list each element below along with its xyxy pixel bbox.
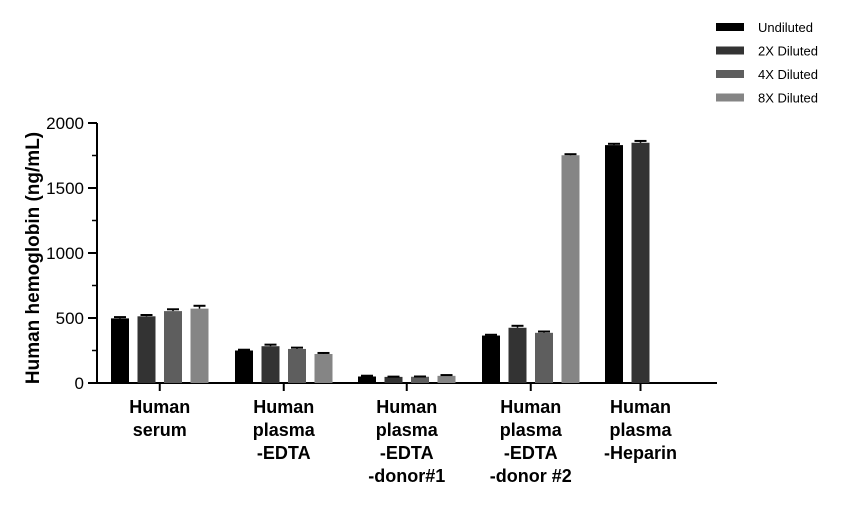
legend-swatch — [716, 70, 744, 78]
legend: Undiluted 2X Diluted 4X Diluted 8X Diluted — [716, 20, 818, 106]
x-category-line: plasma — [253, 420, 316, 440]
x-category-label: Human plasma -EDTA -donor#1 — [368, 397, 445, 486]
bar — [535, 332, 553, 383]
x-category-line: serum — [133, 420, 187, 440]
bar — [261, 346, 280, 383]
x-category-line: -EDTA — [504, 443, 558, 463]
bar — [111, 318, 129, 383]
legend-swatch — [716, 46, 744, 55]
legend-label: 4X Diluted — [758, 67, 818, 82]
bar — [411, 376, 429, 383]
bar — [358, 376, 376, 383]
bars — [111, 142, 650, 383]
bar — [561, 155, 580, 383]
x-category-line: Human — [129, 397, 190, 417]
y-tick-label: 2000 — [46, 114, 84, 133]
x-category-label: Human plasma -EDTA — [253, 397, 316, 463]
legend-swatch — [716, 23, 744, 31]
bar — [437, 375, 456, 383]
x-category-line: plasma — [376, 420, 439, 440]
error-bars — [114, 139, 647, 378]
x-category-label: Human plasma -EDTA -donor #2 — [490, 397, 572, 486]
x-category-line: plasma — [500, 420, 563, 440]
x-category-line: Human — [610, 397, 671, 417]
x-axis: Human serum Human plasma -EDTA Human plasma -ED… — [97, 382, 717, 486]
bar — [137, 316, 156, 383]
x-category-line: -Heparin — [604, 443, 677, 463]
bar — [190, 308, 209, 383]
y-tick-label: 500 — [56, 309, 84, 328]
bar — [288, 348, 306, 383]
y-tick-label: 0 — [75, 374, 84, 393]
x-category-line: -donor#1 — [368, 466, 445, 486]
bar — [605, 145, 623, 383]
y-tick-label: 1500 — [46, 179, 84, 198]
legend-swatch — [716, 93, 744, 102]
bar — [164, 311, 182, 383]
y-axis-label: Human hemoglobin (ng/mL) — [23, 132, 44, 384]
x-category-line: Human — [376, 397, 437, 417]
x-category-line: Human — [253, 397, 314, 417]
legend-label: Undiluted — [758, 20, 813, 35]
x-category-line: Human — [500, 397, 561, 417]
x-category-line: plasma — [609, 420, 672, 440]
x-category-line: -EDTA — [257, 443, 311, 463]
x-category-label: Human plasma -Heparin — [604, 397, 677, 463]
bar — [508, 327, 527, 383]
bar — [482, 335, 500, 383]
x-category-line: -EDTA — [380, 443, 434, 463]
legend-label: 8X Diluted — [758, 91, 818, 106]
x-category-line: -donor #2 — [490, 466, 572, 486]
y-axis: 0 500 1000 1500 2000 — [46, 114, 98, 393]
x-category-label: Human serum — [129, 397, 190, 440]
bar — [384, 376, 403, 383]
bar — [235, 350, 253, 383]
y-tick-label: 1000 — [46, 244, 84, 263]
legend-label: 2X Diluted — [758, 44, 818, 59]
bar — [314, 354, 333, 383]
bar — [631, 142, 650, 383]
